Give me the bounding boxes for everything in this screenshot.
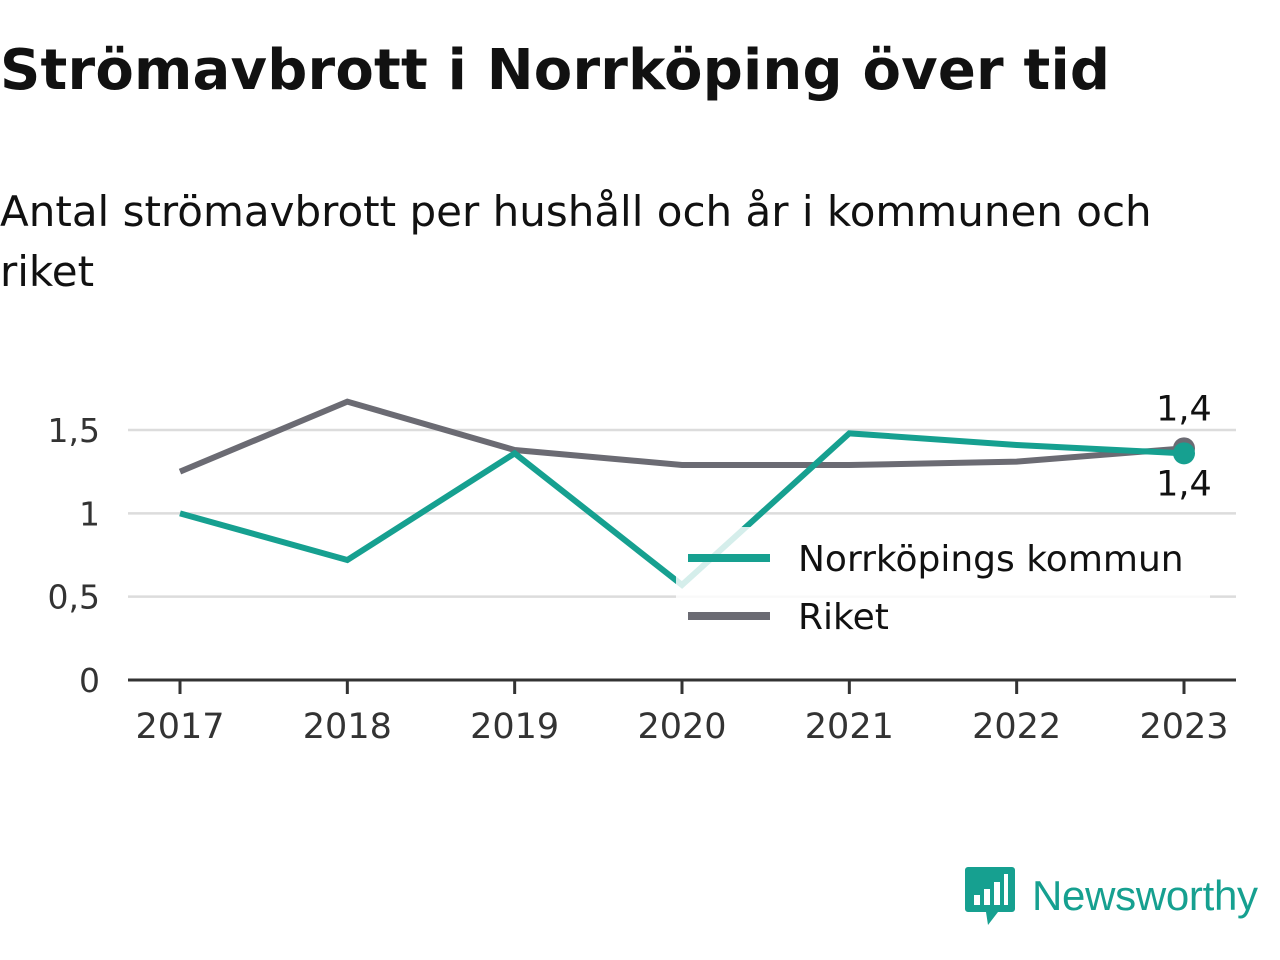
- x-tick-label: 2021: [805, 707, 894, 747]
- legend-background: [676, 527, 1210, 645]
- y-axis-tick-labels: 0 0,5 1 1,5: [48, 411, 100, 700]
- end-value-label: 1,4: [1156, 464, 1212, 504]
- x-tick-label: 2017: [135, 707, 224, 747]
- y-tick-label: 1,5: [48, 411, 100, 450]
- x-tick-label: 2019: [470, 707, 559, 747]
- x-tick-label: 2022: [972, 707, 1061, 747]
- series-line-1: [178, 398, 1185, 475]
- y-tick-label: 0: [79, 661, 100, 700]
- series-end-point-0: [1173, 442, 1195, 465]
- legend-label: Norrköpings kommun: [798, 539, 1184, 580]
- y-tick-label: 1: [79, 494, 100, 533]
- x-tick-label: 2018: [303, 707, 392, 747]
- chart-subtitle: Antal strömavbrott per hushåll och år i …: [0, 187, 1152, 296]
- end-value-labels: 1,4 1,4: [1156, 389, 1212, 504]
- x-tick-label: 2023: [1139, 707, 1228, 747]
- x-axis: 2017 2018 2019 2020 2021 2022 2023: [128, 678, 1236, 747]
- newsworthy-logo-icon: [965, 867, 1015, 925]
- brand-name: Newsworthy: [1032, 872, 1258, 919]
- x-tick-label: 2020: [637, 707, 726, 747]
- y-tick-label: 0,5: [48, 578, 100, 617]
- chart-title: Strömavbrott i Norrköping över tid: [0, 38, 1111, 103]
- legend-label: Riket: [798, 597, 889, 638]
- brand-logo: Newsworthy: [964, 864, 1258, 928]
- end-value-label: 1,4: [1156, 389, 1212, 429]
- legend: Norrköpings kommun Riket: [676, 527, 1210, 645]
